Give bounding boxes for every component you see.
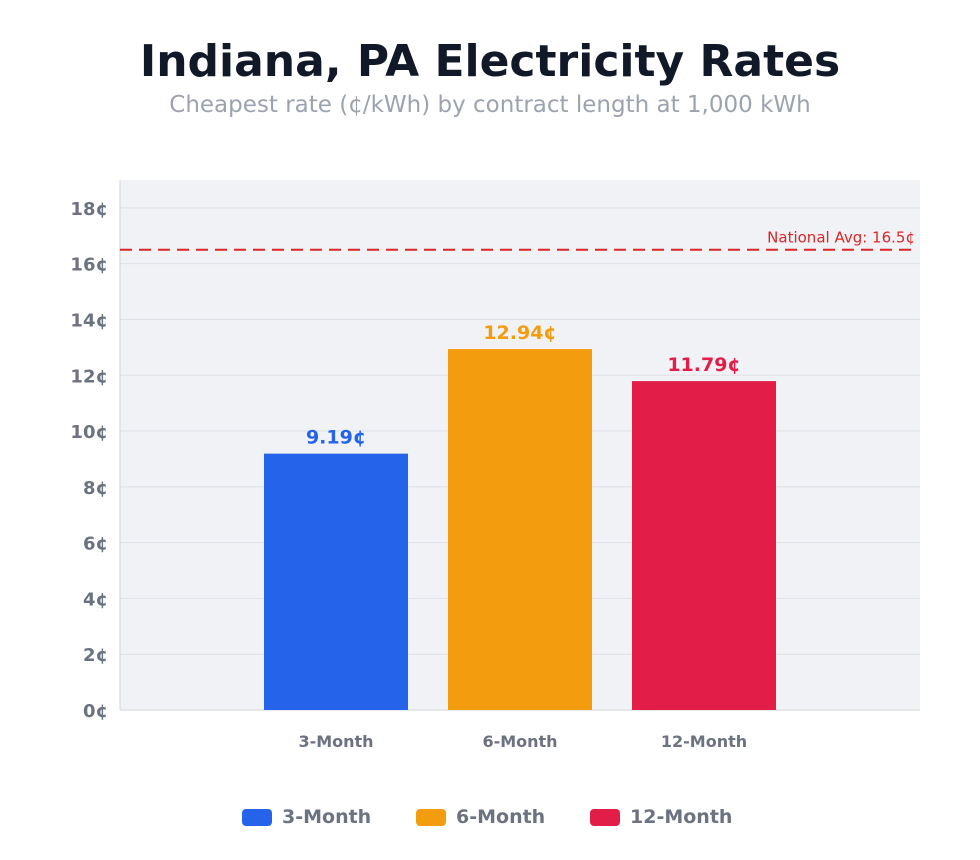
- bar-value-label: 9.19¢: [306, 427, 366, 449]
- chart-title: Indiana, PA Electricity Rates: [139, 36, 841, 87]
- x-tick-label: 6-Month: [482, 732, 557, 751]
- y-tick-label: 2¢: [83, 645, 108, 666]
- legend-swatch: [590, 809, 620, 826]
- bar-6-month: [448, 349, 592, 710]
- y-tick-label: 18¢: [70, 199, 108, 220]
- y-tick-label: 14¢: [70, 310, 108, 331]
- bar-value-label: 11.79¢: [667, 354, 740, 376]
- chart-subtitle: Cheapest rate (¢/kWh) by contract length…: [169, 92, 811, 118]
- y-tick-label: 8¢: [83, 478, 108, 499]
- bar-12-month: [632, 381, 776, 710]
- y-tick-label: 0¢: [83, 701, 108, 722]
- x-tick-label: 3-Month: [298, 732, 373, 751]
- y-tick-label: 6¢: [83, 534, 108, 555]
- bar-value-label: 12.94¢: [483, 322, 556, 344]
- bar-3-month: [264, 453, 408, 710]
- x-tick-label: 12-Month: [661, 732, 747, 751]
- legend-swatch: [242, 809, 272, 826]
- legend-label: 6-Month: [456, 806, 545, 828]
- y-tick-label: 4¢: [83, 589, 108, 610]
- y-tick-label: 10¢: [70, 422, 108, 443]
- national-average-label: National Avg: 16.5¢: [767, 229, 915, 247]
- legend-swatch: [416, 809, 446, 826]
- legend-label: 12-Month: [630, 806, 732, 828]
- legend-label: 3-Month: [282, 806, 371, 828]
- y-tick-label: 12¢: [70, 366, 108, 387]
- y-tick-label: 16¢: [70, 255, 108, 276]
